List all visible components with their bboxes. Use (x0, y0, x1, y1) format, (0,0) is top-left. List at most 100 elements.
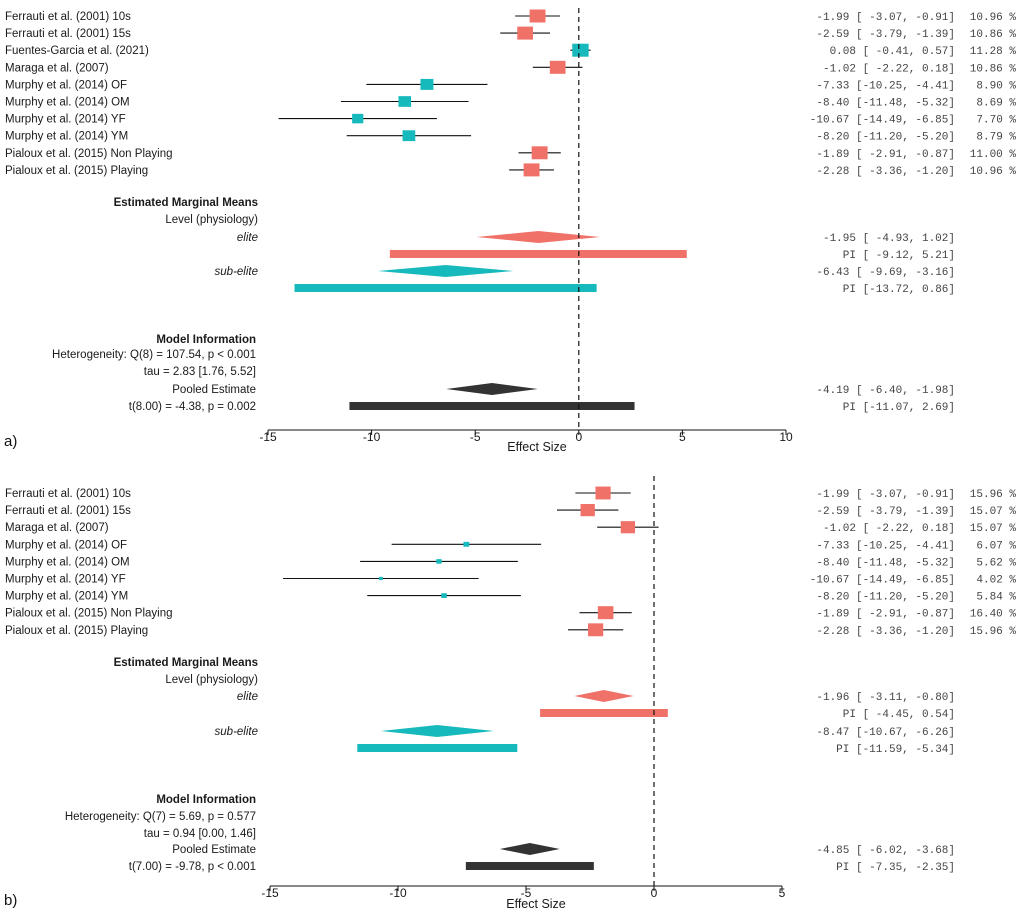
pooled-label: Pooled Estimate (172, 844, 256, 856)
study-weight-text: 5.62 % (976, 557, 1016, 569)
study-label: Murphy et al. (2014) YM (5, 591, 128, 603)
x-tick-label: 10 (779, 430, 793, 444)
group-label: sub-elite (215, 266, 258, 278)
point-estimate-box (352, 113, 364, 124)
x-tick-label: 5 (779, 886, 786, 900)
study-ci-text: -8.20 [-11.20, -5.20] (816, 592, 955, 604)
study-label: Fuentes-Garcia et al. (2021) (5, 45, 149, 57)
group-ci-text: -8.47 [-10.67, -6.26] (816, 727, 955, 739)
study-label: Murphy et al. (2014) OM (5, 97, 130, 109)
study-label: Pialoux et al. (2015) Non Playing (5, 148, 173, 160)
study-weight-text: 7.70 % (976, 115, 1016, 127)
study-weight-text: 15.96 % (970, 626, 1017, 638)
study-weight-text: 8.69 % (976, 98, 1016, 110)
study-label: Ferrauti et al. (2001) 15s (5, 505, 131, 517)
group-ci-text: -6.43 [ -9.69, -3.16] (816, 267, 955, 279)
pooled-diamond (499, 843, 560, 855)
pooled-test: t(7.00) = -9.78, p < 0.001 (129, 861, 256, 873)
x-axis-title: Effect Size (507, 440, 567, 454)
point-estimate-box (588, 623, 604, 637)
study-label: Ferrauti et al. (2001) 15s (5, 28, 131, 40)
point-estimate-box (531, 146, 548, 160)
prediction-interval-bar (294, 284, 597, 292)
study-ci-text: -10.67 [-14.49, -6.85] (810, 115, 955, 127)
study-weight-text: 15.07 % (970, 506, 1017, 518)
study-ci-text: -8.40 [-11.48, -5.32] (816, 557, 955, 569)
x-tick-label: -5 (470, 430, 481, 444)
emm-subtitle: Level (physiology) (165, 674, 258, 686)
point-estimate-box (597, 606, 614, 620)
study-ci-text: -1.02 [ -2.22, 0.18] (823, 523, 955, 535)
study-weight-text: 11.00 % (970, 149, 1017, 161)
point-estimate-box (378, 576, 383, 581)
group-pi-text: PI [-11.59, -5.34] (836, 744, 955, 756)
x-tick-label: -15 (259, 430, 277, 444)
emm-title: Estimated Marginal Means (114, 197, 258, 209)
study-weight-text: 8.79 % (976, 132, 1016, 144)
point-estimate-box (517, 26, 534, 40)
study-ci-text: -1.99 [ -3.07, -0.91] (816, 12, 955, 24)
panel-label: b) (4, 892, 17, 909)
pooled-pi-text: PI [ -7.35, -2.35] (836, 862, 955, 874)
study-weight-text: 4.02 % (976, 575, 1016, 587)
x-tick-label: 0 (651, 886, 658, 900)
x-axis-title: Effect Size (506, 897, 566, 911)
point-estimate-box (441, 593, 447, 598)
model-info-title: Model Information (156, 794, 256, 806)
study-ci-text: -1.89 [ -2.91, -0.87] (816, 609, 955, 621)
study-ci-text: -1.02 [ -2.22, 0.18] (823, 63, 955, 75)
study-ci-text: -8.20 [-11.20, -5.20] (816, 132, 955, 144)
point-estimate-box (529, 9, 546, 23)
prediction-interval-bar (357, 744, 518, 752)
point-estimate-box (580, 504, 595, 517)
study-ci-text: -10.67 [-14.49, -6.85] (810, 575, 955, 587)
study-label: Maraga et al. (2007) (5, 62, 109, 74)
point-estimate-box (523, 163, 540, 177)
study-label: Murphy et al. (2014) OF (5, 539, 127, 551)
emm-title: Estimated Marginal Means (114, 657, 258, 669)
group-label: elite (237, 232, 258, 244)
x-tick-label: 0 (575, 430, 582, 444)
study-weight-text: 6.07 % (976, 540, 1016, 552)
pooled-label: Pooled Estimate (172, 384, 256, 396)
point-estimate-box (620, 521, 636, 534)
study-label: Maraga et al. (2007) (5, 522, 109, 534)
group-summary-diamond (378, 265, 514, 277)
group-label: sub-elite (215, 726, 258, 738)
study-weight-text: 15.07 % (970, 523, 1017, 535)
prediction-interval-bar (389, 250, 687, 258)
study-label: Murphy et al. (2014) YM (5, 131, 128, 143)
pooled-diamond (446, 383, 538, 395)
point-estimate-box (436, 559, 442, 564)
point-estimate-box (402, 130, 416, 142)
study-label: Murphy et al. (2014) OM (5, 556, 130, 568)
study-weight-text: 11.28 % (970, 46, 1017, 58)
model-info-line: Heterogeneity: Q(7) = 5.69, p = 0.577 (65, 811, 256, 823)
study-label: Murphy et al. (2014) YF (5, 574, 126, 586)
model-info-line: tau = 2.83 [1.76, 5.52] (144, 366, 256, 378)
x-tick-label: -5 (521, 886, 532, 900)
study-label: Murphy et al. (2014) YF (5, 114, 126, 126)
study-weight-text: 10.96 % (970, 166, 1017, 178)
pooled-test: t(8.00) = -4.38, p = 0.002 (129, 401, 256, 413)
prediction-interval-bar (540, 709, 668, 717)
x-tick-label: -15 (261, 886, 279, 900)
study-label: Pialoux et al. (2015) Non Playing (5, 608, 173, 620)
pooled-ci-text: -4.19 [ -6.40, -1.98] (816, 385, 955, 397)
pooled-prediction-interval (465, 862, 594, 870)
group-pi-text: PI [ -4.45, 0.54] (843, 709, 955, 721)
pooled-pi-text: PI [-11.07, 2.69] (843, 402, 955, 414)
panel-label: a) (4, 433, 17, 450)
group-summary-diamond (574, 690, 634, 702)
study-ci-text: -2.28 [ -3.36, -1.20] (816, 166, 955, 178)
study-label: Ferrauti et al. (2001) 10s (5, 11, 131, 23)
study-ci-text: -8.40 [-11.48, -5.32] (816, 98, 955, 110)
point-estimate-box (420, 78, 434, 90)
study-ci-text: -7.33 [-10.25, -4.41] (816, 540, 955, 552)
group-label: elite (237, 691, 258, 703)
point-estimate-box (572, 43, 589, 57)
study-weight-text: 8.90 % (976, 80, 1016, 92)
study-label: Ferrauti et al. (2001) 10s (5, 488, 131, 500)
study-ci-text: -1.99 [ -3.07, -0.91] (816, 489, 955, 501)
